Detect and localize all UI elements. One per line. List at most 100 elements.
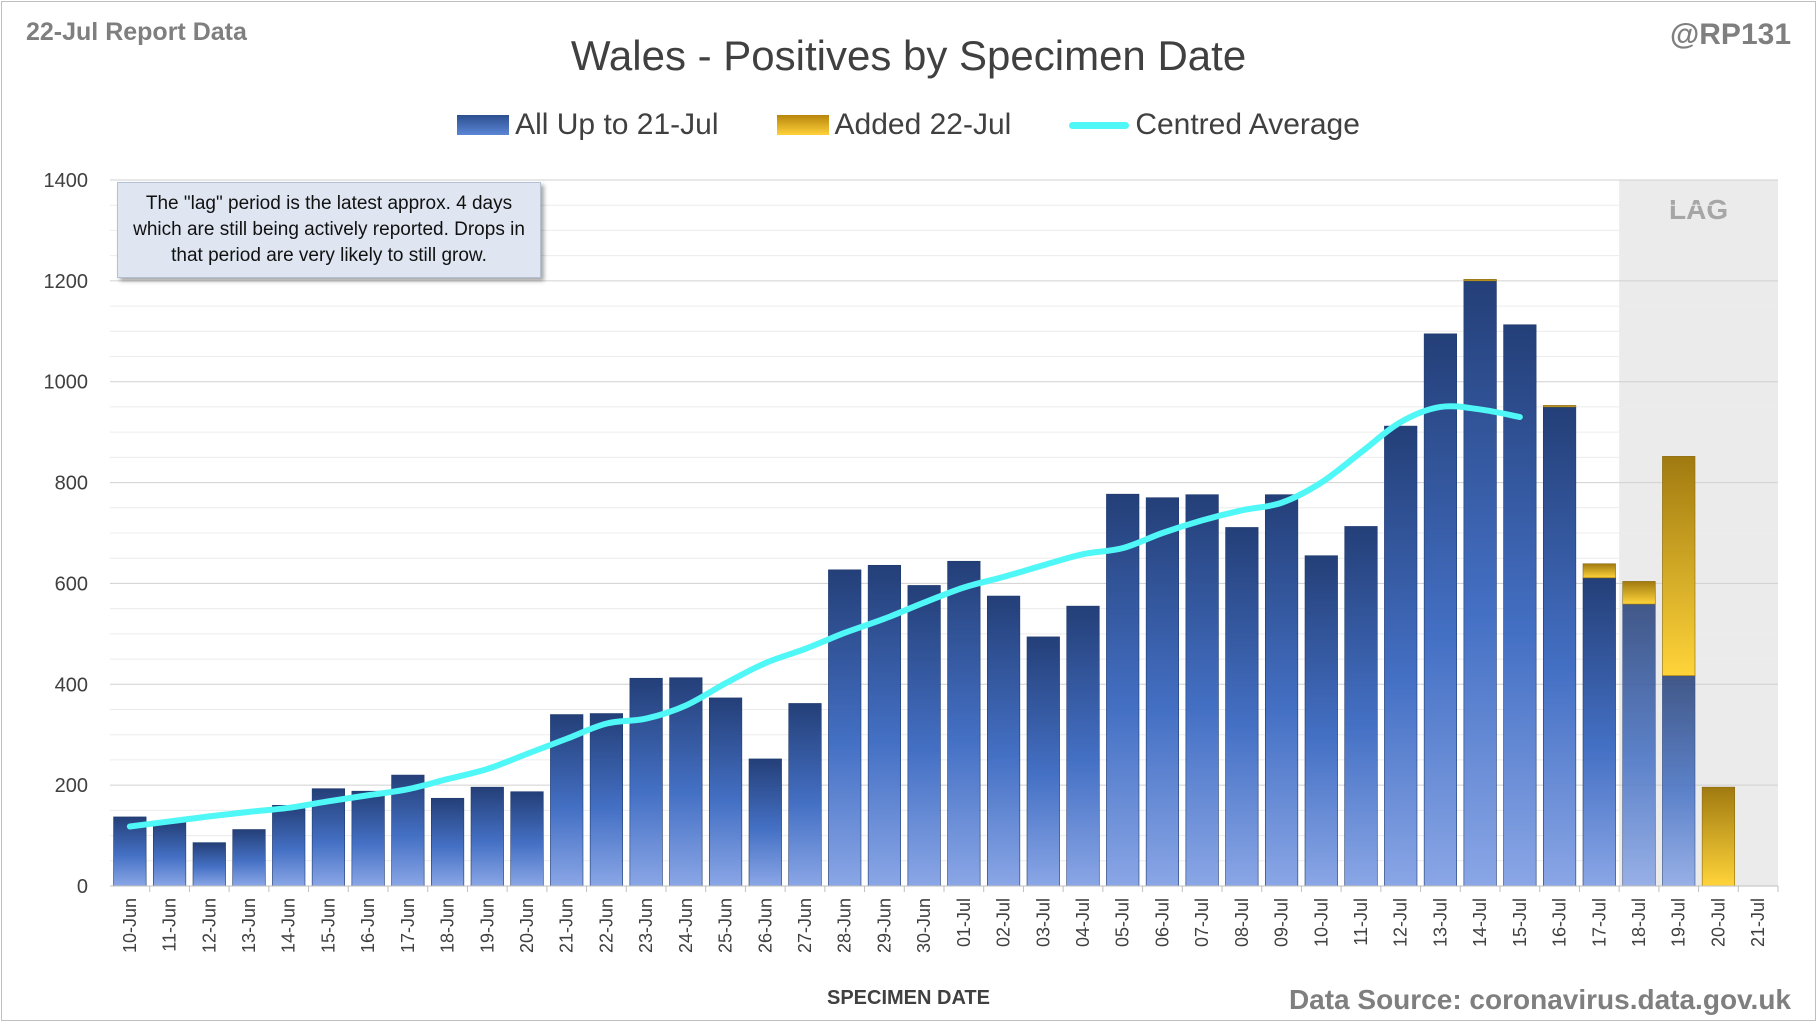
x-tick-label: 13-Jun: [239, 898, 259, 953]
x-tick-label: 20-Jun: [517, 898, 537, 953]
y-tick-label: 1400: [44, 170, 89, 192]
bar-all-up-to: [232, 829, 266, 887]
bar-all-up-to: [748, 758, 782, 887]
x-tick-label: 23-Jun: [636, 898, 656, 953]
x-tick-label: 15-Jul: [1510, 898, 1530, 947]
bar-all-up-to: [907, 585, 941, 887]
bar-all-up-to: [1106, 493, 1140, 887]
x-tick-label: 15-Jun: [318, 898, 338, 953]
legend-label-all-up-to: All Up to 21-Jul: [515, 108, 719, 141]
x-tick-label: 19-Jun: [477, 898, 497, 953]
legend-label-centred-average: Centred Average: [1135, 108, 1360, 141]
report-date-label: 22-Jul Report Data: [26, 18, 247, 46]
bar-all-up-to: [1066, 605, 1100, 887]
bar-all-up-to: [1304, 555, 1338, 887]
x-tick-label: 29-Jun: [874, 898, 894, 953]
x-tick-label: 19-Jul: [1669, 898, 1689, 947]
x-axis-label: SPECIMEN DATE: [827, 987, 990, 1009]
x-tick-label: 20-Jul: [1708, 898, 1728, 947]
author-handle: @RP131: [1670, 18, 1791, 51]
bar-all-up-to: [1145, 497, 1180, 887]
chart-legend: All Up to 21-Jul Added 22-Jul Centred Av…: [2, 108, 1815, 142]
bar-all-up-to: [1344, 526, 1378, 887]
bar-all-up-to: [708, 697, 743, 887]
x-tick-label: 30-Jun: [914, 898, 934, 953]
x-tick-label: 02-Jul: [994, 898, 1014, 947]
y-tick-label: 800: [55, 473, 88, 495]
bar-all-up-to: [1264, 494, 1299, 887]
x-tick-label: 16-Jul: [1550, 898, 1570, 947]
x-tick-label: 21-Jul: [1748, 898, 1768, 947]
x-tick-label: 07-Jul: [1192, 898, 1212, 947]
bar-all-up-to: [430, 797, 465, 887]
bar-all-up-to: [986, 595, 1021, 887]
x-tick-label: 01-Jul: [954, 898, 974, 947]
x-tick-label: 17-Jul: [1589, 898, 1609, 947]
x-tick-label: 26-Jun: [755, 898, 775, 953]
bar-all-up-to: [589, 713, 624, 887]
x-tick-label: 25-Jun: [716, 898, 736, 953]
x-tick-label: 08-Jul: [1232, 898, 1252, 947]
bar-added: [1582, 563, 1616, 579]
x-tick-label: 12-Jul: [1391, 898, 1411, 947]
bar-all-up-to: [351, 790, 385, 887]
x-tick-label: 03-Jul: [1033, 898, 1053, 947]
legend-item-all-up-to: All Up to 21-Jul: [457, 108, 719, 142]
bar-added: [1662, 456, 1696, 677]
x-tick-label: 22-Jun: [596, 898, 616, 953]
bar-all-up-to: [1542, 406, 1577, 887]
x-tick-label: 12-Jun: [199, 898, 219, 953]
bar-all-up-to: [152, 821, 187, 887]
centred-average-line: [126, 403, 1523, 830]
y-tick-label: 1000: [44, 372, 89, 394]
bar-all-up-to: [947, 560, 981, 887]
bar-added: [1463, 279, 1497, 282]
legend-swatch-line: [1069, 121, 1130, 129]
x-tick-label: 21-Jun: [557, 898, 577, 953]
bar-all-up-to: [1582, 577, 1616, 887]
x-tick-label: 11-Jun: [160, 898, 180, 952]
legend-label-added: Added 22-Jul: [834, 108, 1012, 141]
bar-all-up-to: [1463, 280, 1497, 887]
bar-all-up-to: [1423, 333, 1458, 887]
x-tick-label: 18-Jul: [1629, 898, 1649, 947]
y-tick-label: 400: [55, 674, 88, 696]
lag-note: The "lag" period is the latest approx. 4…: [117, 182, 541, 278]
bar-all-up-to: [510, 791, 544, 887]
x-tick-label: 16-Jun: [358, 898, 378, 953]
x-tick-label: 09-Jul: [1272, 898, 1292, 947]
bar-all-up-to: [470, 786, 504, 887]
y-tick-label: 0: [77, 876, 88, 898]
legend-swatch-blue: [457, 115, 510, 135]
y-tick-label: 200: [55, 775, 88, 797]
x-tick-label: 24-Jun: [676, 898, 696, 953]
bar-all-up-to: [788, 703, 822, 887]
x-tick-label: 14-Jun: [279, 898, 299, 953]
bar-all-up-to: [1384, 425, 1418, 887]
x-tick-label: 10-Jul: [1311, 898, 1331, 947]
x-tick-label: 04-Jul: [1073, 898, 1093, 947]
bar-all-up-to: [828, 569, 862, 887]
bar-all-up-to: [1622, 603, 1656, 887]
bar-all-up-to: [1225, 527, 1259, 887]
x-tick-label: 28-Jun: [835, 898, 855, 953]
chart-title: Wales - Positives by Specimen Date: [570, 32, 1247, 79]
x-tick-label: 11-Jul: [1351, 898, 1371, 946]
legend-item-centred-average: Centred Average: [1069, 108, 1360, 142]
bar-added: [1622, 581, 1656, 605]
x-tick-label: 18-Jun: [438, 898, 458, 953]
x-tick-label: 05-Jul: [1113, 898, 1133, 947]
y-tick-label: 600: [55, 573, 88, 595]
legend-item-added: Added 22-Jul: [776, 108, 1012, 142]
x-tick-label: 14-Jul: [1470, 898, 1490, 947]
x-tick-label: 27-Jun: [795, 898, 815, 953]
lag-label: LAG: [1669, 194, 1728, 225]
x-tick-label: 06-Jul: [1152, 898, 1172, 947]
bar-all-up-to: [629, 677, 663, 887]
legend-swatch-gold: [776, 115, 829, 135]
bar-all-up-to: [192, 842, 226, 887]
x-tick-label: 13-Jul: [1430, 898, 1450, 947]
x-tick-label: 10-Jun: [120, 898, 140, 953]
